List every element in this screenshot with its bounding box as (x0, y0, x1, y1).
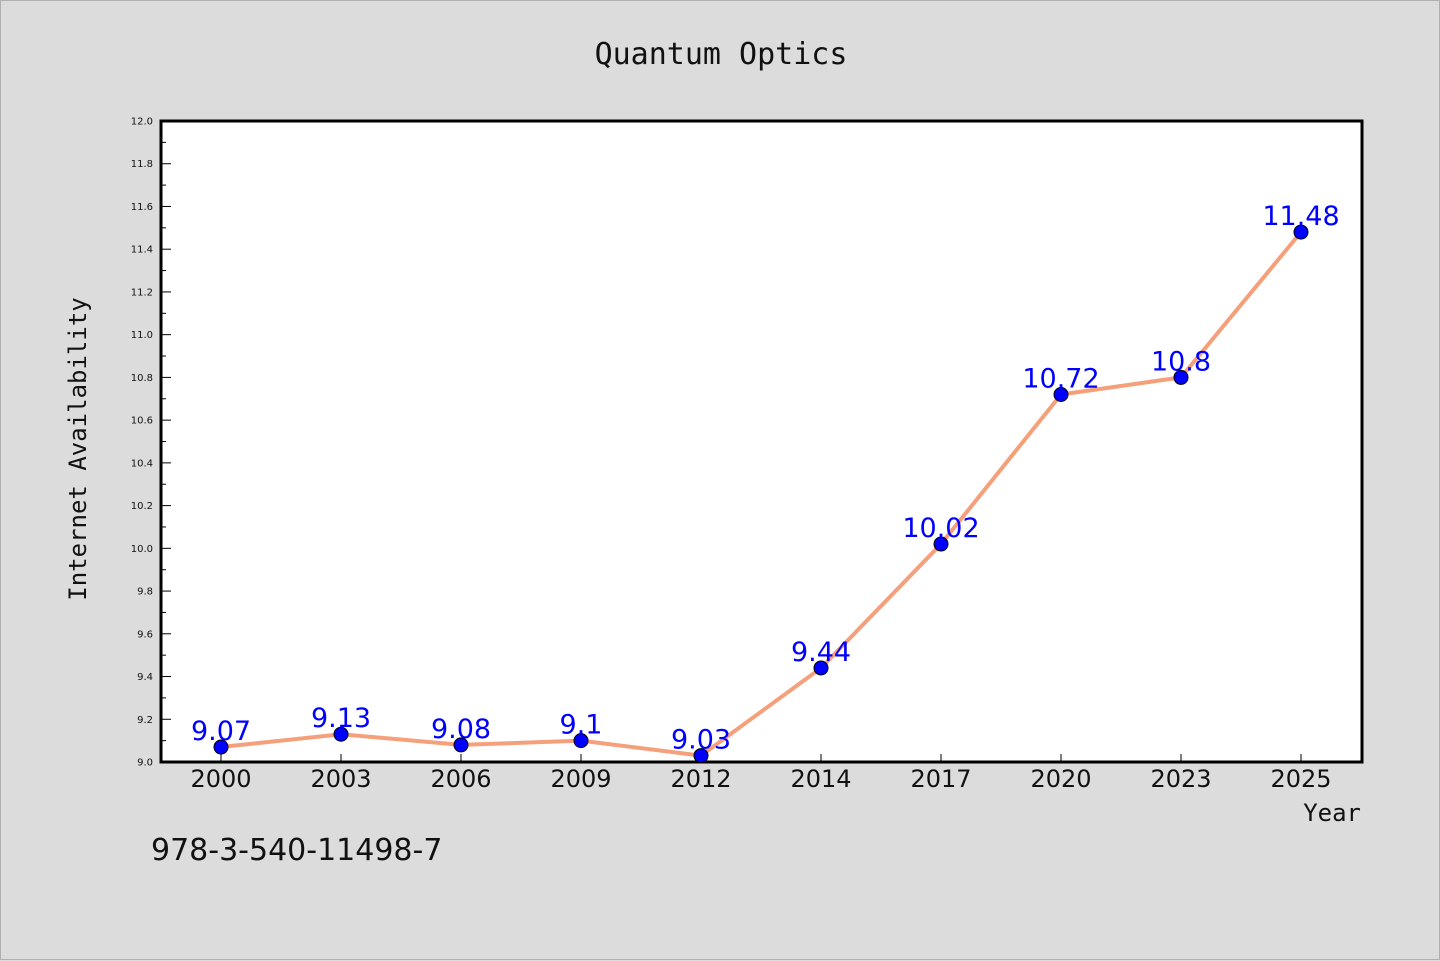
data-point (213, 739, 229, 755)
y-tick-label: 10.8 (131, 373, 153, 384)
y-tick-label: 9.4 (137, 672, 153, 683)
data-label: 11.48 (1262, 201, 1339, 232)
x-tick-label: 2012 (670, 765, 731, 793)
x-tick-label: 2025 (1270, 765, 1331, 793)
x-tick-label: 2006 (430, 765, 491, 793)
data-point (1293, 224, 1309, 240)
x-tick-label: 2023 (1150, 765, 1211, 793)
y-tick-label: 10.4 (131, 458, 153, 469)
series-layer: 9.07 9.13 9.08 9.1 9.03 9.44 10.02 10.72 10.8 11.… (191, 201, 1340, 764)
y-tick-label: 12.0 (131, 117, 153, 128)
x-tick-label: 2009 (550, 765, 611, 793)
y-tick-label: 9.2 (137, 715, 153, 726)
data-point (1053, 386, 1069, 402)
isbn-caption: 978-3-540-11498-7 (151, 833, 443, 868)
y-tick-label: 10.2 (131, 501, 153, 512)
data-label: 9.13 (311, 703, 371, 734)
x-tick-label: 2020 (1030, 765, 1091, 793)
data-point (1173, 369, 1189, 385)
y-tick-label: 10.6 (131, 416, 153, 427)
x-axis-label: Year (1303, 799, 1361, 827)
data-point (333, 726, 349, 742)
data-point (693, 748, 709, 764)
x-tick-label: 2017 (910, 765, 971, 793)
y-tick-label: 11.2 (131, 287, 153, 298)
y-tick-label: 9.8 (137, 587, 153, 598)
x-tick-label: 2014 (790, 765, 851, 793)
data-label: 9.1 (560, 710, 603, 741)
plot-area (159, 119, 1364, 764)
x-tick-label: 2003 (310, 765, 371, 793)
x-tick-label: 2000 (190, 765, 251, 793)
data-label: 9.03 (671, 725, 731, 756)
x-axis-ticks: 2000 2003 2006 2009 2012 2014 2017 2020 2023 2025 (190, 754, 1332, 793)
data-label: 10.02 (902, 513, 979, 544)
data-label: 9.07 (191, 716, 251, 747)
y-axis-label: Internet Availability (64, 297, 92, 600)
y-tick-label: 9.6 (137, 629, 153, 640)
y-tick-label: 11.8 (131, 159, 153, 170)
data-label: 10.72 (1022, 363, 1099, 394)
data-label: 9.44 (791, 637, 851, 668)
chart-title: Quantum Optics (595, 37, 848, 72)
y-tick-label: 11.0 (131, 330, 153, 341)
y-tick-label: 10.0 (131, 544, 153, 555)
data-point (813, 660, 829, 676)
y-tick-label: 11.4 (131, 245, 153, 256)
y-axis-ticks: 9.0 9.2 9.4 9.6 9.8 10.0 10.2 10.4 10.6 10.8 11.0 1… (131, 117, 171, 769)
y-tick-label: 9.0 (137, 758, 153, 769)
data-point (573, 733, 589, 749)
series-line (220, 230, 1303, 758)
data-label: 10.8 (1151, 346, 1211, 377)
data-label: 9.08 (431, 714, 491, 745)
y-tick-label: 11.6 (131, 202, 153, 213)
data-point (933, 536, 949, 552)
data-point (453, 737, 469, 753)
